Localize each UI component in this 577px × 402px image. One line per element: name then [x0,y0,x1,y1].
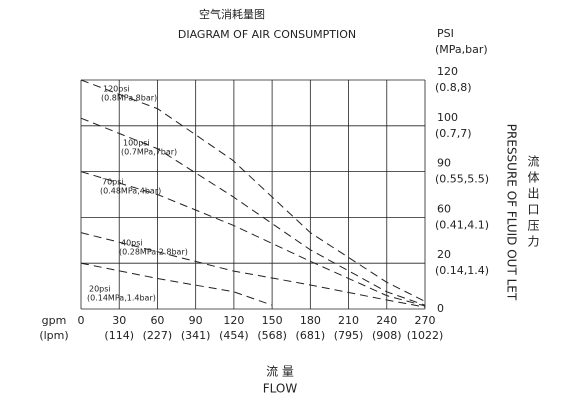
y-tick-sublabel: (0.14,1.4) [435,264,489,277]
y2-axis-label: PRESSURE OF FLUID OUT LET [505,124,519,301]
series-label: 100psi [123,139,150,148]
x-tick-label: 0 [78,314,85,327]
y-tick-label: 100 [437,111,458,124]
x-tick-label: 210 [338,314,359,327]
x-tick-sublabel: (795) [334,329,364,342]
y2-axis-label-cn: 流体出口压力 [526,155,540,251]
chart-title: 空气消耗量图 [199,7,265,21]
x-tick-sublabel: (341) [181,329,211,342]
x-tick-label: 180 [300,314,321,327]
x-tick-sublabel: (681) [296,329,326,342]
x-tick-label: 30 [112,314,126,327]
series-note: (0.14MPa,1.4bar) [87,294,156,303]
y-tick-label: 90 [437,157,451,170]
data-line [80,171,426,307]
series-label: 40psi [121,239,143,248]
series-note: (0.8MPa,8bar) [101,94,157,103]
x-tick-sublabel: (227) [143,329,173,342]
x-tick-sublabel: (908) [372,329,402,342]
data-line [80,232,426,308]
y-tick-label: 0 [437,302,444,315]
series-note: (0.48MPa,4bar) [100,187,161,196]
x-axis-left-label: gpm [42,314,67,327]
y-tick-label: 60 [437,202,451,215]
x-tick-sublabel: (114) [104,329,134,342]
y-tick-label: 120 [437,65,458,78]
series-label: 20psi [89,285,111,294]
x-axis-left-units: (lpm) [39,329,68,342]
series-note: (0.28MPa,2.8bar) [119,248,188,257]
y-tick-sublabel: (0.41,4.1) [435,218,489,231]
data-line [80,117,426,306]
x-axis-label-cn: 流 量 [266,365,294,379]
chart-subtitle: DIAGRAM OF AIR CONSUMPTION [178,28,356,41]
y-tick-sublabel: (0.8,8) [435,81,472,94]
x-tick-label: 270 [415,314,436,327]
x-tick-label: 90 [189,314,203,327]
data-line [80,79,426,302]
data-line [80,262,273,306]
x-tick-sublabel: (568) [257,329,287,342]
series-label: 120psi [103,85,130,94]
x-tick-label: 240 [376,314,397,327]
y-tick-sublabel: (0.7,7) [435,127,472,140]
x-tick-label: 120 [223,314,244,327]
y-axis-label: PSI [437,27,454,40]
y-tick-sublabel: (0.55,5.5) [435,173,489,186]
y-tick-label: 20 [437,248,451,261]
x-tick-label: 60 [150,314,164,327]
y-axis-units: (MPa,bar) [435,43,488,56]
x-tick-label: 150 [262,314,283,327]
series-label: 70psi [102,178,124,187]
x-tick-sublabel: (454) [219,329,249,342]
x-tick-sublabel: (1022) [407,329,444,342]
series-note: (0.7MPa,7bar) [121,148,177,157]
x-axis-label: FLOW [263,382,298,396]
